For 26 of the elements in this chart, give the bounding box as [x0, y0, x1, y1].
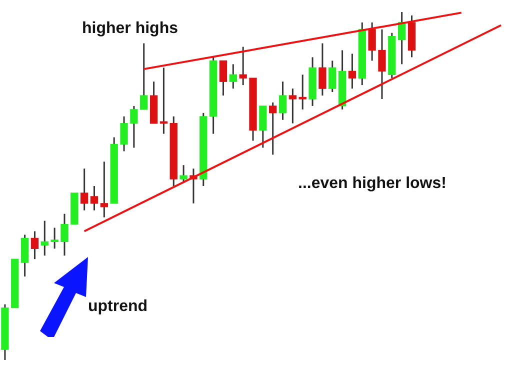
- candlestick: [50, 227, 58, 250]
- candlestick: [318, 42, 326, 96]
- candlestick: [90, 185, 98, 212]
- candlestick: [80, 168, 88, 212]
- annotation: ...even higher lows!: [298, 175, 446, 193]
- candlestick: [239, 46, 247, 86]
- candlestick: [180, 164, 188, 184]
- candlestick: [130, 105, 138, 148]
- candlestick: [368, 22, 376, 62]
- candlestick: [120, 116, 128, 152]
- candlestick: [219, 60, 228, 96]
- candlestick: [298, 74, 306, 110]
- candlestick: [30, 230, 39, 260]
- candlestick: [288, 88, 297, 124]
- candlestick: [348, 53, 356, 90]
- candlestick: [60, 213, 68, 256]
- candlestick: [328, 60, 336, 93]
- candlestick: [229, 63, 237, 90]
- candlestick: [100, 160, 108, 218]
- annotation: higher highs: [82, 20, 178, 38]
- annotation: uptrend: [88, 298, 148, 316]
- candlestick: [378, 28, 386, 100]
- candlestick: [140, 42, 148, 110]
- candlestick: [269, 102, 277, 156]
- candlestick: [278, 80, 287, 121]
- candlestick: [40, 220, 48, 256]
